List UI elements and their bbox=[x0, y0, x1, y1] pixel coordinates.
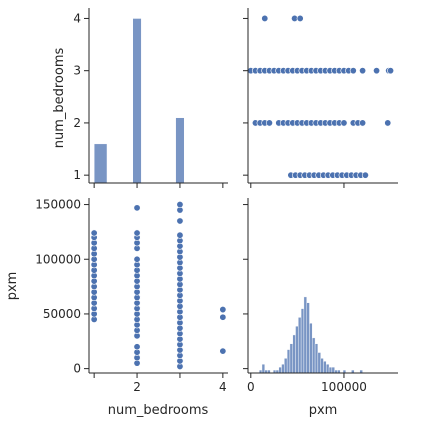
scatter-point-bl-20 bbox=[133, 343, 141, 351]
bl-y-150000-tick-label: 150000 bbox=[35, 198, 81, 212]
hist-bar-pxm-17 bbox=[309, 323, 313, 374]
hist-bar-num-bedrooms-1 bbox=[132, 18, 142, 184]
panel-num-bedrooms-vs-pxm-scatter: 0 50000 100000 150000 2 4 bbox=[35, 198, 228, 394]
hist-bar-pxm-7 bbox=[281, 364, 285, 374]
x-axis-label-pxm: pxm bbox=[309, 403, 338, 418]
scatter-point-bl-35 bbox=[133, 255, 141, 263]
hist-bar-num-bedrooms-2 bbox=[175, 117, 185, 184]
scatter-point-bl-69 bbox=[219, 347, 227, 355]
hist-bar-num-bedrooms-0 bbox=[93, 143, 108, 184]
scatter-point-bl-65 bbox=[176, 231, 184, 239]
hist-bar-pxm-10 bbox=[289, 343, 293, 374]
x-axis-label-num-bedrooms: num_bedrooms bbox=[108, 403, 209, 418]
hist-bar-pxm-20 bbox=[317, 352, 321, 374]
bl-x-2-tick-label: 2 bbox=[133, 380, 141, 394]
panel-pxm-vs-num-bedrooms-scatter bbox=[243, 8, 398, 188]
hist-bar-pxm-25 bbox=[331, 366, 335, 374]
bl-x-4-tick-label: 4 bbox=[219, 380, 227, 394]
scatter-point-tr-52 bbox=[384, 119, 392, 127]
bl-y-0-tick-label: 0 bbox=[73, 362, 81, 376]
hist-bar-pxm-12 bbox=[295, 325, 299, 374]
scatter-point-tr-51 bbox=[359, 119, 367, 127]
hist-bar-pxm-11 bbox=[292, 334, 296, 374]
hist-bar-pxm-15 bbox=[303, 296, 307, 374]
hist-bar-pxm-21 bbox=[320, 358, 324, 374]
scatter-point-bl-40 bbox=[133, 204, 141, 212]
bl-y-50000-tick-label: 50000 bbox=[43, 307, 81, 321]
hist-bar-pxm-13 bbox=[298, 317, 302, 374]
hist-bar-pxm-23 bbox=[326, 364, 330, 374]
axis-labels: num_bedrooms pxm num_bedrooms pxm bbox=[5, 47, 337, 418]
scatter-point-tr-25 bbox=[349, 67, 357, 75]
scatter-point-tr-27 bbox=[373, 67, 381, 75]
hist-bar-pxm-1 bbox=[261, 364, 265, 374]
tl-y-3-tick-label: 3 bbox=[73, 64, 81, 78]
hist-bar-pxm-19 bbox=[314, 343, 319, 374]
br-x-0-tick-label: 0 bbox=[247, 380, 255, 394]
scatter-point-tr-2 bbox=[296, 14, 304, 22]
scatter-point-bl-16 bbox=[90, 229, 98, 237]
hist-bar-pxm-18 bbox=[312, 337, 316, 374]
hist-bar-pxm-6 bbox=[278, 366, 282, 374]
hist-bar-pxm-22 bbox=[323, 361, 327, 374]
scatter-point-tr-26 bbox=[359, 67, 367, 75]
scatter-point-bl-66 bbox=[176, 217, 184, 225]
scatter-point-bl-39 bbox=[133, 229, 141, 237]
scatter-point-bl-71 bbox=[219, 306, 227, 314]
panel-pxm-histogram: 0 100000 bbox=[243, 198, 398, 394]
tl-y-4-tick-label: 4 bbox=[73, 11, 81, 25]
tl-y-1-tick-label: 1 bbox=[73, 168, 81, 182]
scatter-point-tr-48 bbox=[340, 119, 348, 127]
scatter-point-tr-0 bbox=[261, 14, 269, 22]
hist-bar-pxm-8 bbox=[284, 358, 288, 374]
scatter-point-tr-29 bbox=[387, 67, 395, 75]
y-axis-label-num-bedrooms: num_bedrooms bbox=[52, 47, 67, 148]
scatter-point-bl-68 bbox=[176, 201, 184, 209]
panel-num-bedrooms-histogram: 1 2 3 4 bbox=[73, 8, 228, 188]
scatter-point-bl-70 bbox=[219, 313, 227, 321]
scatter-point-tr-69 bbox=[361, 171, 369, 179]
hist-bar-pxm-16 bbox=[306, 302, 310, 374]
br-x-100000-tick-label: 100000 bbox=[321, 380, 367, 394]
hist-bar-pxm-24 bbox=[328, 366, 333, 374]
hist-bar-pxm-14 bbox=[300, 308, 305, 374]
y-axis-label-pxm: pxm bbox=[5, 272, 20, 301]
bl-y-100000-tick-label: 100000 bbox=[35, 252, 81, 266]
hist-bar-pxm-9 bbox=[286, 349, 291, 374]
scatter-point-tr-33 bbox=[265, 119, 273, 127]
tl-y-2-tick-label: 2 bbox=[73, 116, 81, 130]
